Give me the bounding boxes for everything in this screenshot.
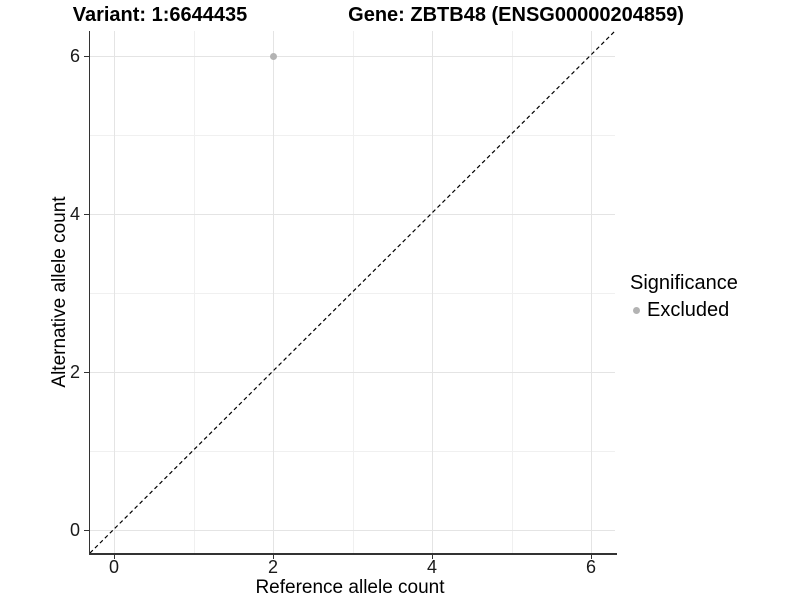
gridline-minor-y3 bbox=[90, 293, 615, 294]
gridline-major-y6 bbox=[90, 56, 615, 57]
gridline-major-x6 bbox=[591, 31, 592, 553]
y-tick-label-2: 2 bbox=[69, 362, 80, 382]
gridline-minor-x1 bbox=[193, 31, 195, 553]
legend-point-icon bbox=[633, 307, 640, 314]
plot-title-gene: Gene: ZBTB48 (ENSG00000204859) bbox=[348, 4, 684, 26]
gridline-major-y2 bbox=[90, 372, 615, 373]
gridline-major-x4 bbox=[432, 31, 433, 553]
gridline-minor-y5 bbox=[90, 135, 615, 136]
y-tick-6 bbox=[84, 55, 89, 57]
gridline-minor-x3 bbox=[352, 31, 354, 553]
gridline-minor-y1 bbox=[90, 451, 615, 452]
x-tick-6 bbox=[590, 554, 592, 559]
identity-line bbox=[90, 31, 615, 553]
legend: Significance Excluded bbox=[630, 272, 738, 322]
y-tick-2 bbox=[84, 371, 89, 373]
plot-panel bbox=[90, 31, 615, 553]
y-tick-label-6: 6 bbox=[69, 46, 80, 66]
legend-entry-label: Excluded bbox=[647, 299, 730, 321]
x-tick-label-4: 4 bbox=[426, 557, 438, 577]
gridline-major-y0 bbox=[90, 530, 615, 531]
gridline-major-x0 bbox=[114, 31, 115, 553]
y-tick-label-4: 4 bbox=[69, 204, 80, 224]
x-axis-line bbox=[88, 553, 617, 555]
y-tick-4 bbox=[84, 213, 89, 215]
plot-title-variant: Variant: 1:6644435 bbox=[72, 4, 248, 26]
legend-title: Significance bbox=[630, 272, 738, 294]
x-tick-label-2: 2 bbox=[267, 557, 279, 577]
x-tick-0 bbox=[113, 554, 115, 559]
x-tick-label-6: 6 bbox=[585, 557, 597, 577]
data-point-excluded bbox=[269, 52, 277, 60]
y-axis-line bbox=[88, 31, 91, 555]
x-axis-title: Reference allele count bbox=[255, 577, 445, 598]
y-tick-0 bbox=[84, 529, 89, 531]
x-tick-label-0: 0 bbox=[108, 557, 120, 577]
y-axis-title: Alternative allele count bbox=[49, 196, 70, 388]
gridline-minor-x5 bbox=[511, 31, 513, 553]
x-tick-4 bbox=[431, 554, 433, 559]
gridline-major-y4 bbox=[90, 214, 615, 215]
legend-entry-excluded: Excluded bbox=[630, 299, 738, 322]
y-tick-label-0: 0 bbox=[69, 520, 80, 540]
gridline-major-x2 bbox=[273, 31, 274, 553]
x-tick-2 bbox=[272, 554, 274, 559]
